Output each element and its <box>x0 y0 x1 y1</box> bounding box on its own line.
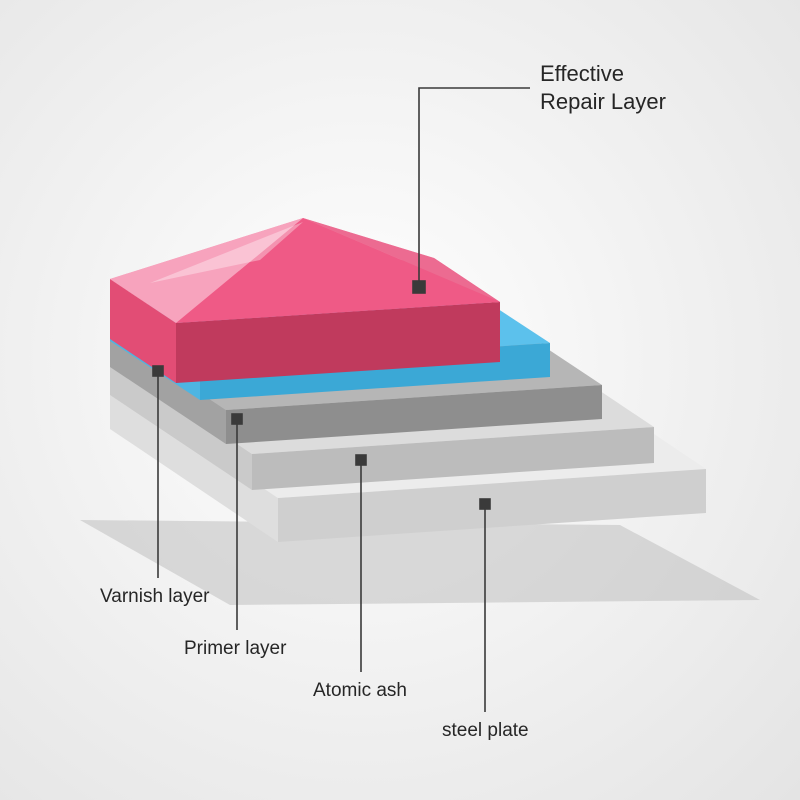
label-effective-repair: Effective Repair Layer <box>540 60 666 115</box>
leader-top <box>419 88 530 287</box>
label-atomic: Atomic ash <box>313 679 407 703</box>
diagram-stage: Effective Repair Layer Varnish layer Pri… <box>0 0 800 800</box>
label-varnish: Varnish layer <box>100 585 209 609</box>
label-primer: Primer layer <box>184 637 286 661</box>
label-steel: steel plate <box>442 719 529 743</box>
